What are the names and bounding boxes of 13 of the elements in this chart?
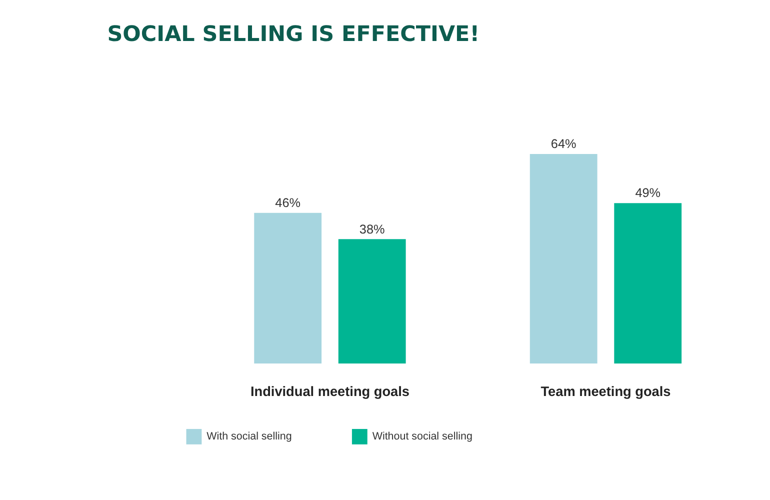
x-tick-label: Team meeting goals	[540, 384, 672, 400]
bar	[530, 154, 598, 364]
legend-label: Without social selling	[372, 430, 472, 443]
x-tick-label: Individual meeting goals	[250, 384, 410, 400]
legend-label: With social selling	[206, 430, 292, 443]
bar	[614, 203, 682, 364]
data-label: 38%	[359, 222, 385, 236]
data-label: 49%	[635, 186, 661, 200]
bar	[338, 239, 406, 364]
bar	[254, 212, 322, 364]
data-label: 46%	[275, 196, 301, 210]
chart-title: SOCIAL SELLING IS EFFECTIVE!	[107, 22, 480, 47]
data-label: 64%	[550, 137, 576, 152]
